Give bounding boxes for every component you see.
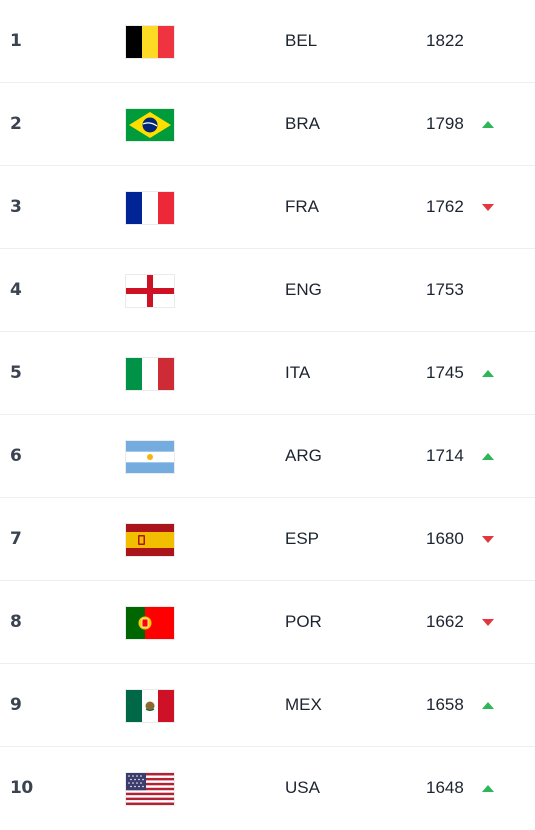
trend-down-icon — [482, 204, 494, 211]
brazil-flag-icon — [126, 109, 174, 141]
england-flag-icon — [126, 275, 174, 307]
rank-number: 5 — [10, 363, 22, 383]
ranking-row[interactable]: 1 BEL 1822 — [0, 0, 535, 83]
points-value: 1798 — [426, 114, 464, 133]
ranking-row[interactable]: 7 ESP 1680 — [0, 498, 535, 581]
ranking-row[interactable]: 3 FRA 1762 — [0, 166, 535, 249]
ranking-row[interactable]: 5 ITA 1745 — [0, 332, 535, 415]
belgium-flag-icon — [126, 26, 174, 58]
ranking-row[interactable]: 6 ARG 1714 — [0, 415, 535, 498]
country-code: ITA — [285, 363, 311, 382]
points-value: 1680 — [426, 529, 464, 548]
country-code: ESP — [285, 529, 320, 548]
trend-up-icon — [482, 121, 494, 128]
points-value: 1753 — [426, 280, 464, 299]
trend-down-icon — [482, 619, 494, 626]
rank-number: 2 — [10, 114, 22, 134]
country-code: ARG — [285, 446, 322, 465]
spain-flag-icon — [126, 524, 174, 556]
france-flag-icon — [126, 192, 174, 224]
usa-flag-icon — [126, 773, 174, 805]
trend-up-icon — [482, 702, 494, 709]
mexico-flag-icon — [126, 690, 174, 722]
points-value: 1648 — [426, 778, 464, 797]
portugal-flag-icon — [126, 607, 174, 639]
country-code: ENG — [285, 280, 322, 299]
ranking-row[interactable]: 8 POR 1662 — [0, 581, 535, 664]
points-value: 1658 — [426, 695, 464, 714]
ranking-row[interactable]: 10 USA 1648 — [0, 747, 535, 830]
points-value: 1714 — [426, 446, 464, 465]
country-code: BRA — [285, 114, 320, 133]
rank-number: 10 — [10, 778, 33, 798]
rankings-table: 1 BEL 1822 2 BRA 1798 3 FRA 1762 4 ENG 1… — [0, 0, 535, 805]
trend-up-icon — [482, 453, 494, 460]
ranking-row[interactable]: 2 BRA 1798 — [0, 83, 535, 166]
country-code: MEX — [285, 695, 322, 714]
argentina-flag-icon — [126, 441, 174, 473]
rank-number: 7 — [10, 529, 22, 549]
points-value: 1822 — [426, 31, 464, 50]
country-code: BEL — [285, 31, 318, 50]
italy-flag-icon — [126, 358, 174, 390]
trend-up-icon — [482, 370, 494, 377]
ranking-row[interactable]: 9 MEX 1658 — [0, 664, 535, 747]
trend-up-icon — [482, 785, 494, 792]
country-code: USA — [285, 778, 320, 797]
rank-number: 8 — [10, 612, 22, 632]
rank-number: 3 — [10, 197, 22, 217]
country-code: FRA — [285, 197, 319, 216]
country-code: POR — [285, 612, 322, 631]
points-value: 1762 — [426, 197, 464, 216]
ranking-row[interactable]: 4 ENG 1753 — [0, 249, 535, 332]
rank-number: 1 — [10, 31, 22, 51]
trend-down-icon — [482, 536, 494, 543]
rank-number: 4 — [10, 280, 22, 300]
points-value: 1662 — [426, 612, 464, 631]
rank-number: 9 — [10, 695, 22, 715]
rank-number: 6 — [10, 446, 22, 466]
points-value: 1745 — [426, 363, 464, 382]
